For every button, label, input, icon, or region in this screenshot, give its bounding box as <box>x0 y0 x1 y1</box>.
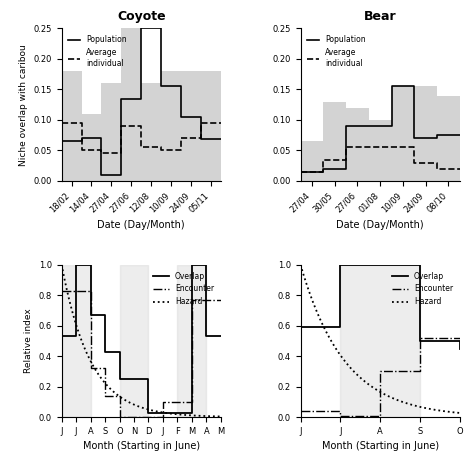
X-axis label: Month (Starting in June): Month (Starting in June) <box>321 441 439 451</box>
Bar <box>141 83 161 181</box>
Bar <box>119 264 148 417</box>
X-axis label: Date (Day/Month): Date (Day/Month) <box>337 219 424 229</box>
Bar <box>82 114 101 181</box>
Bar <box>346 108 369 181</box>
Bar <box>201 71 221 181</box>
Title: Coyote: Coyote <box>117 10 165 23</box>
Y-axis label: Relative index: Relative index <box>24 309 33 374</box>
Bar <box>101 83 121 181</box>
Bar <box>392 86 414 181</box>
Bar <box>177 264 206 417</box>
Bar <box>62 71 82 181</box>
Legend: Population, Average
individual: Population, Average individual <box>304 32 369 71</box>
Legend: Overlap, Encounter, Hazard: Overlap, Encounter, Hazard <box>150 268 217 309</box>
X-axis label: Month (Starting in June): Month (Starting in June) <box>82 441 200 451</box>
Bar <box>369 120 392 181</box>
Legend: Population, Average
individual: Population, Average individual <box>65 32 130 71</box>
Bar <box>121 28 141 181</box>
Bar <box>414 86 437 181</box>
Bar <box>437 95 460 181</box>
Bar <box>323 101 346 181</box>
X-axis label: Date (Day/Month): Date (Day/Month) <box>98 219 185 229</box>
Bar <box>340 264 420 417</box>
Y-axis label: Niche overlap with caribou: Niche overlap with caribou <box>19 44 28 165</box>
Bar <box>301 141 323 181</box>
Title: Bear: Bear <box>364 10 396 23</box>
Bar <box>161 71 181 181</box>
Bar <box>181 71 201 181</box>
Legend: Overlap, Encounter, Hazard: Overlap, Encounter, Hazard <box>389 268 456 309</box>
Bar <box>62 264 91 417</box>
